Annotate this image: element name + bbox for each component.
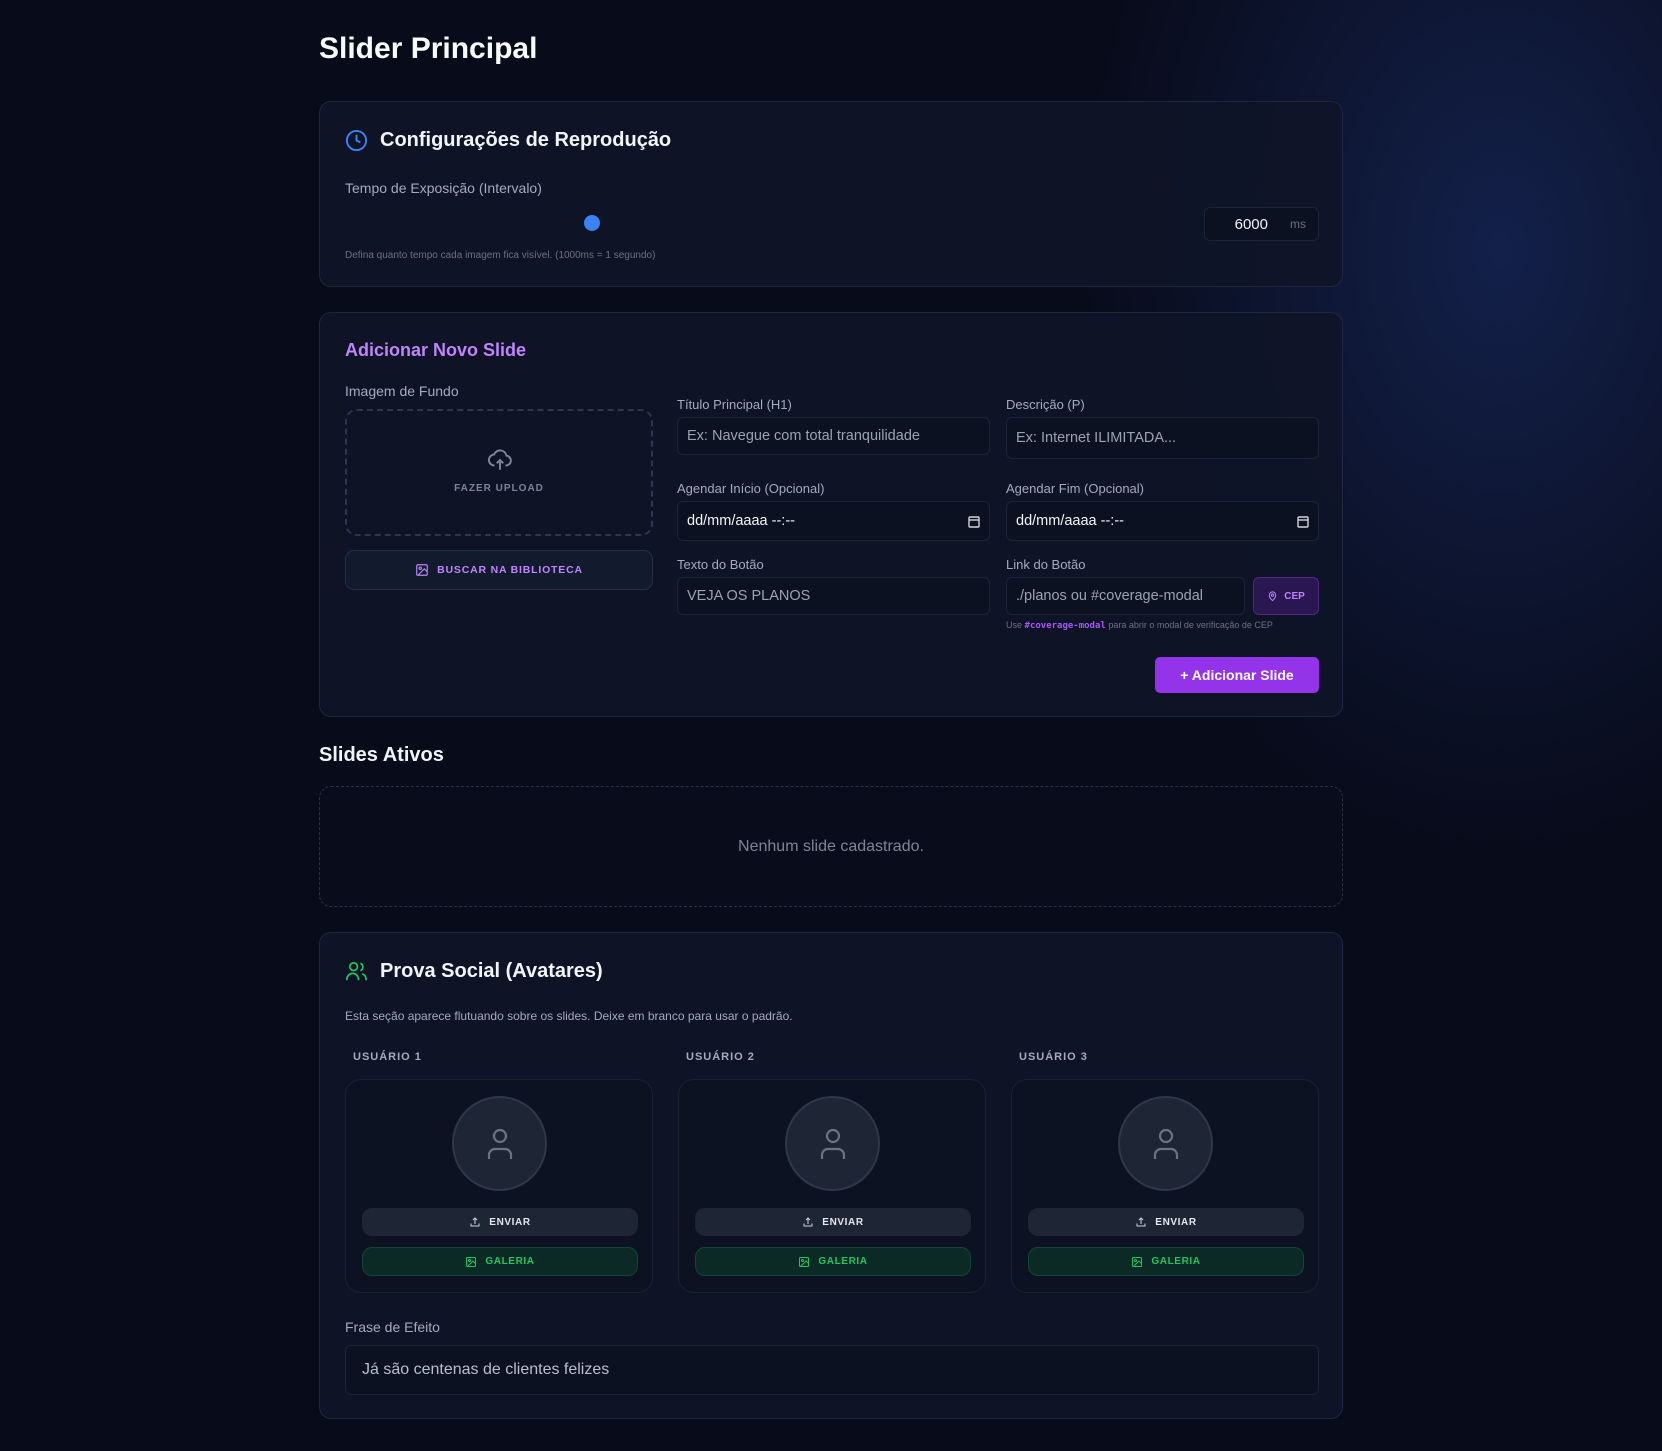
active-slides-empty: Nenhum slide cadastrado. (319, 786, 1343, 907)
phrase-input[interactable]: Já são centenas de clientes felizes (345, 1345, 1319, 1395)
page-title: Slider Principal (319, 32, 538, 65)
upload-dropzone[interactable]: FAZER UPLOAD (345, 409, 653, 536)
start-value: dd/mm/aaaa --:-- (687, 513, 795, 529)
avatar-placeholder[interactable] (1118, 1096, 1213, 1191)
upload-icon (802, 1216, 814, 1228)
start-datetime-input[interactable]: dd/mm/aaaa --:-- (677, 501, 990, 541)
user-icon (819, 1127, 847, 1161)
button-link-label: Link do Botão (1006, 557, 1086, 572)
search-library-label: BUSCAR NA BIBLIOTECA (437, 564, 583, 576)
user-label: USUÁRIO 1 (353, 1051, 422, 1063)
user-icon (486, 1127, 514, 1161)
interval-value: 6000 (1234, 215, 1268, 233)
slider-thumb[interactable] (583, 215, 600, 231)
playback-title: Configurações de Reprodução (380, 129, 672, 151)
image-icon (1131, 1256, 1143, 1268)
avatar-placeholder[interactable] (785, 1096, 880, 1191)
new-slide-title: Adicionar Novo Slide (345, 340, 527, 360)
gallery-label: GALERIA (485, 1256, 535, 1267)
image-icon (465, 1256, 477, 1268)
user-card: ENVIAR GALERIA (345, 1079, 653, 1293)
social-proof-card: Prova Social (Avatares) Esta seção apare… (319, 932, 1343, 1419)
gallery-label: GALERIA (818, 1256, 868, 1267)
upload-icon (469, 1216, 481, 1228)
new-slide-card: Adicionar Novo Slide Imagem de Fundo FAZ… (319, 312, 1343, 717)
cep-label: CEP (1284, 590, 1305, 602)
hint-pre: Use (1006, 620, 1023, 630)
send-label: ENVIAR (489, 1216, 531, 1228)
button-text-label: Texto do Botão (677, 557, 764, 572)
search-library-button[interactable]: BUSCAR NA BIBLIOTECA (345, 550, 653, 590)
gallery-button[interactable]: GALERIA (1028, 1247, 1304, 1276)
social-proof-title: Prova Social (Avatares) (380, 960, 603, 982)
send-button[interactable]: ENVIAR (362, 1208, 638, 1236)
send-button[interactable]: ENVIAR (695, 1208, 971, 1236)
image-icon (798, 1256, 810, 1268)
user-card: ENVIAR GALERIA (1011, 1079, 1319, 1293)
clock-icon (345, 129, 368, 152)
map-pin-icon (1267, 590, 1278, 602)
upload-label: FAZER UPLOAD (454, 483, 544, 494)
user-card: ENVIAR GALERIA (678, 1079, 986, 1293)
user-label: USUÁRIO 3 (1019, 1051, 1088, 1063)
button-link-input[interactable]: ./planos ou #coverage-modal (1006, 577, 1245, 615)
upload-icon (1135, 1216, 1147, 1228)
interval-input[interactable]: 6000 ms (1204, 207, 1319, 241)
user-icon (1152, 1127, 1180, 1161)
cep-button[interactable]: CEP (1253, 577, 1319, 615)
send-label: ENVIAR (822, 1216, 864, 1228)
gallery-button[interactable]: GALERIA (695, 1247, 971, 1276)
avatar-placeholder[interactable] (452, 1096, 547, 1191)
description-input[interactable]: Ex: Internet ILIMITADA... (1006, 417, 1319, 459)
bg-image-label: Imagem de Fundo (345, 383, 459, 399)
interval-slider[interactable] (345, 214, 1185, 232)
add-slide-button[interactable]: + Adicionar Slide (1155, 657, 1319, 693)
send-button[interactable]: ENVIAR (1028, 1208, 1304, 1236)
link-hint: Use #coverage-modal para abrir o modal d… (1006, 620, 1273, 631)
end-datetime-input[interactable]: dd/mm/aaaa --:-- (1006, 501, 1319, 541)
end-label: Agendar Fim (Opcional) (1006, 481, 1144, 496)
cloud-upload-icon (487, 447, 513, 473)
interval-hint: Defina quanto tempo cada imagem fica vis… (345, 250, 656, 261)
calendar-icon[interactable] (968, 515, 980, 528)
user-label: USUÁRIO 2 (686, 1051, 755, 1063)
phrase-label: Frase de Efeito (345, 1319, 440, 1335)
playback-settings-card: Configurações de Reprodução Tempo de Exp… (319, 101, 1343, 287)
send-label: ENVIAR (1155, 1216, 1197, 1228)
image-icon (415, 563, 429, 577)
calendar-icon[interactable] (1297, 515, 1309, 528)
title-label: Título Principal (H1) (677, 397, 792, 412)
hint-post: para abrir o modal de verificação de CEP (1108, 620, 1273, 630)
interval-label: Tempo de Exposição (Intervalo) (345, 180, 542, 196)
active-slides-title: Slides Ativos (319, 744, 444, 766)
social-proof-desc: Esta seção aparece flutuando sobre os sl… (345, 1009, 793, 1023)
start-label: Agendar Início (Opcional) (677, 481, 825, 496)
title-input[interactable]: Ex: Navegue com total tranquilidade (677, 417, 990, 455)
description-label: Descrição (P) (1006, 397, 1085, 412)
interval-unit: ms (1290, 217, 1306, 231)
button-text-input[interactable]: VEJA OS PLANOS (677, 577, 990, 615)
users-icon (345, 960, 368, 983)
gallery-button[interactable]: GALERIA (362, 1247, 638, 1276)
empty-message: Nenhum slide cadastrado. (738, 837, 924, 855)
hint-code: #coverage-modal (1024, 621, 1106, 631)
end-value: dd/mm/aaaa --:-- (1016, 513, 1124, 529)
gallery-label: GALERIA (1151, 1256, 1201, 1267)
